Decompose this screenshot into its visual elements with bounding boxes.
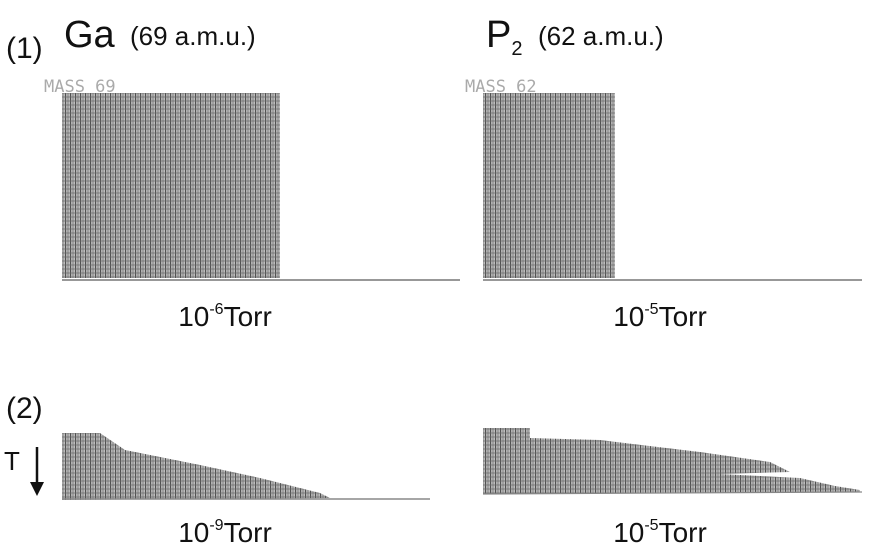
signal-trace <box>62 93 280 278</box>
arrow-head <box>30 482 44 496</box>
exponent: -5 <box>644 301 658 318</box>
exponent: -9 <box>209 517 223 534</box>
pressure-label: 10-5Torr <box>613 301 707 332</box>
exponent: -6 <box>209 301 223 318</box>
base: 10 <box>178 517 209 547</box>
element-symbol: P <box>486 14 511 56</box>
exponent: -5 <box>644 517 658 534</box>
element: P2 <box>486 14 522 60</box>
pressure-label: 10-9Torr <box>178 517 272 547</box>
signal-trace <box>483 93 615 278</box>
row-label: (2) <box>6 392 43 425</box>
unit: Torr <box>659 517 707 547</box>
base: 10 <box>178 301 209 332</box>
pressure-label: 10-6Torr <box>178 301 272 332</box>
unit: Torr <box>224 517 272 547</box>
pressure-label: 10-5Torr <box>613 517 707 547</box>
signal-trace <box>483 428 860 494</box>
unit: Torr <box>224 301 272 332</box>
axis-label: T <box>4 446 20 476</box>
signal-trace <box>62 433 330 500</box>
base: 10 <box>613 517 644 547</box>
mass: (62 a.m.u.) <box>538 21 664 51</box>
mass: (69 a.m.u.) <box>130 21 256 51</box>
subscript: 2 <box>511 38 522 60</box>
element: Ga <box>64 14 116 56</box>
base: 10 <box>613 301 644 332</box>
unit: Torr <box>659 301 707 332</box>
row-label: (1) <box>6 32 43 65</box>
figure: (1) Ga (69 a.m.u.) P2 (62 a.m.u.) MASS 6… <box>0 0 877 547</box>
